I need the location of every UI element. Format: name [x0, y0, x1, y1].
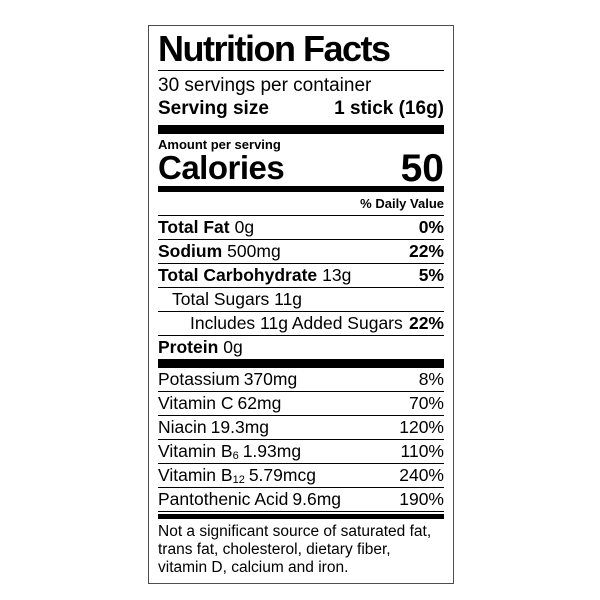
daily-value: 70% [408, 393, 444, 413]
nutrient-name: Vitamin B6 1.93mg [158, 441, 302, 462]
nutrient-name: Niacin 19.3mg [158, 417, 270, 437]
daily-value: 190% [399, 489, 444, 509]
micro-row-vitamin-b6: Vitamin B6 1.93mg 110% [158, 440, 444, 464]
nutrient-row-added-sugars: Includes 11g Added Sugars 22% [158, 311, 444, 335]
nutrient-name: Vitamin B12 5.79mcg [158, 465, 316, 486]
micro-row-potassium: Potassium 370mg 8% [158, 368, 444, 392]
micro-row-vitamin-b12: Vitamin B12 5.79mcg 240% [158, 464, 444, 488]
micro-row-vitamin-c: Vitamin C 62mg 70% [158, 392, 444, 416]
daily-value: 120% [399, 417, 444, 437]
nutrient-name: Sodium 500mg [158, 241, 281, 261]
serving-size-label: Serving size [158, 98, 269, 119]
calories-label: Calories [158, 149, 285, 186]
nutrient-name: Total Sugars 11g [172, 289, 303, 309]
serving-size-row: Serving size 1 stick (16g) [158, 97, 444, 125]
calories-row: Calories 50 [158, 147, 444, 190]
nutrient-name: Vitamin C 62mg [158, 393, 282, 413]
nutrient-name: Total Carbohydrate 13g [158, 265, 352, 285]
daily-value: 5% [418, 265, 444, 285]
daily-value: 240% [399, 465, 444, 485]
daily-value: 110% [400, 441, 444, 461]
nutrient-name: Includes 11g Added Sugars [190, 313, 403, 333]
medium-divider-bar [158, 514, 444, 519]
nutrient-name: Protein 0g [158, 337, 243, 357]
nutrient-row-total-carbohydrate: Total Carbohydrate 13g 5% [158, 263, 444, 287]
amount-per-serving-label: Amount per serving [158, 137, 281, 152]
nutrient-name: Pantothenic Acid 9.6mg [158, 489, 342, 509]
nutrient-row-sodium: Sodium 500mg 22% [158, 239, 444, 263]
daily-value: 22% [408, 241, 444, 261]
label-title: Nutrition Facts [158, 28, 391, 69]
nutrient-row-total-sugars: Total Sugars 11g [158, 287, 444, 311]
daily-value: 0% [418, 217, 444, 237]
thick-divider-bar [158, 125, 444, 134]
thick-divider-bar [158, 359, 444, 368]
medium-divider-bar [158, 186, 444, 192]
nutrient-row-protein: Protein 0g [158, 335, 444, 359]
micro-row-pantothenic-acid: Pantothenic Acid 9.6mg 190% [158, 488, 444, 512]
daily-value-header: % Daily Value [360, 196, 444, 211]
nutrient-row-total-fat: Total Fat 0g 0% [158, 215, 444, 239]
nutrient-name: Total Fat 0g [158, 217, 255, 237]
footnote: Not a significant source of saturated fa… [158, 523, 432, 576]
serving-size-value: 1 stick (16g) [334, 98, 444, 119]
micro-row-niacin: Niacin 19.3mg 120% [158, 416, 444, 440]
title-divider [158, 70, 444, 71]
nutrient-name: Potassium 370mg [158, 369, 298, 389]
servings-per-container: 30 servings per container [158, 75, 372, 96]
daily-value: 22% [408, 313, 444, 333]
daily-value: 8% [418, 369, 444, 389]
nutrition-facts-label: Nutrition Facts 30 servings per containe… [148, 25, 454, 584]
calories-value: 50 [400, 147, 444, 190]
